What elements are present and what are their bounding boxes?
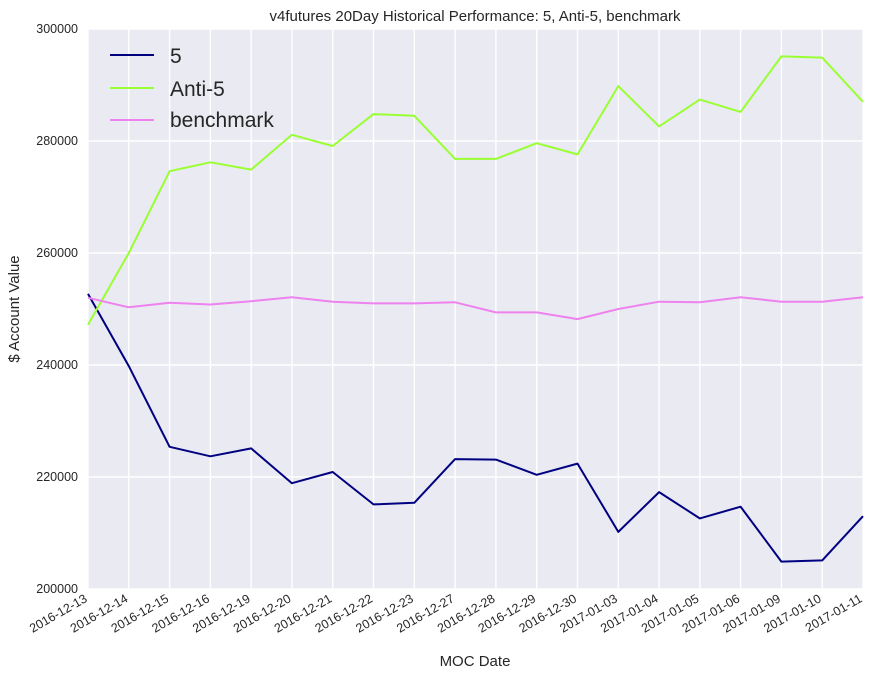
series-line-anti-5 xyxy=(87,55,864,326)
legend-label-5: 5 xyxy=(170,45,182,68)
y-axis-label: $ Account Value xyxy=(6,255,23,362)
series-lines xyxy=(87,55,864,563)
legend: 5 Anti-5 benchmark xyxy=(110,45,274,132)
chart-title: v4futures 20Day Historical Performance: … xyxy=(269,8,681,25)
y-tick-label: 220000 xyxy=(36,470,78,484)
y-tick-label: 300000 xyxy=(36,22,78,36)
grid-lines xyxy=(87,28,864,590)
x-axis-label: MOC Date xyxy=(440,653,511,670)
series-line-benchmark xyxy=(87,296,864,321)
y-tick-label: 280000 xyxy=(36,134,78,148)
legend-label-benchmark: benchmark xyxy=(170,109,274,132)
y-tick-label: 260000 xyxy=(36,246,78,260)
y-tick-label: 200000 xyxy=(36,582,78,596)
x-tick-labels: 2016-12-132016-12-142016-12-152016-12-16… xyxy=(27,591,864,635)
y-tick-labels: 200000 220000 240000 260000 280000 300000 xyxy=(36,22,78,596)
legend-label-anti-5: Anti-5 xyxy=(170,78,225,101)
y-tick-label: 240000 xyxy=(36,358,78,372)
plot-area xyxy=(88,29,863,589)
series-line-5 xyxy=(87,293,864,563)
